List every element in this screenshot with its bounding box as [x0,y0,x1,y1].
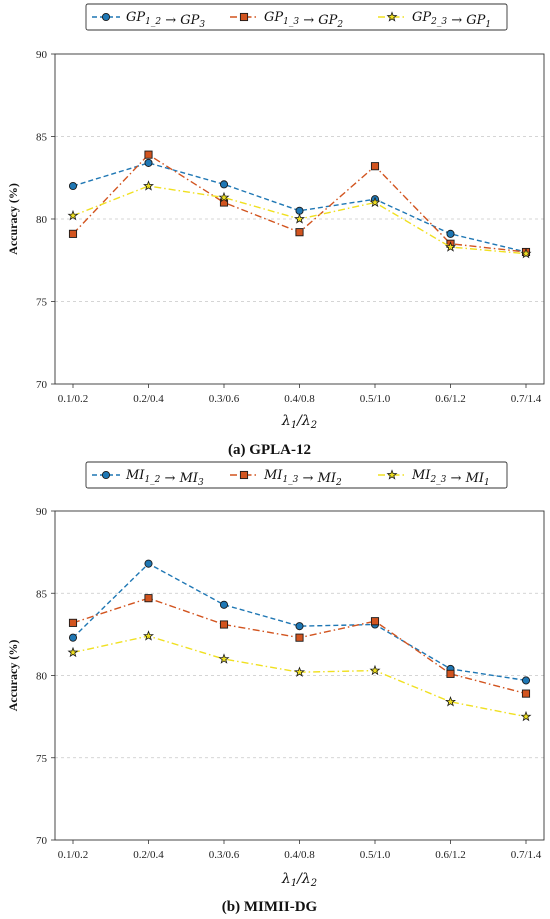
x-tick-label: 0.2/0.4 [133,393,164,405]
y-tick-label: 85 [36,588,48,600]
x-axis-label: λ1/λ2 [281,413,317,431]
legend: MI1_2 → MI3 MI1_3 → MI2 MI2_3 → MI1 [85,461,508,489]
y-axis-label: Accuracy (%) [6,640,20,712]
data-point [143,180,154,191]
data-point [219,620,229,629]
x-axis-label: λ1/λ2 [281,871,317,889]
series-line [72,635,527,718]
data-point [520,710,532,722]
data-point [68,181,78,191]
chart-caption: (b) MIMII-DG [222,899,318,915]
data-point [295,622,304,631]
series-1 [68,559,531,685]
legend-label: GP1_2 → GP3 [126,10,205,30]
y-tick-label: 70 [36,835,48,847]
data-point [67,209,79,221]
legend-marker [239,12,249,22]
x-tick-label: 0.7/1.4 [511,849,542,861]
data-point [446,669,455,678]
series-line [72,597,527,695]
data-point [294,213,305,224]
y-tick-label: 90 [36,506,48,518]
x-tick-label: 0.3/0.6 [209,393,240,405]
x-tick-label: 0.1/0.2 [58,393,89,405]
legend-label: GP1_3 → GP2 [264,10,343,30]
x-tick-label: 0.4/0.8 [284,849,315,861]
series-2 [68,594,531,698]
legend-marker [101,470,111,480]
data-point [144,150,153,159]
data-point [67,646,79,658]
series-3 [67,630,532,722]
legend-label: MI2_3 → MI1 [411,468,490,488]
data-point [446,229,455,238]
x-tick-label: 0.7/1.4 [511,393,542,405]
legend-marker [386,11,398,22]
chart-caption: (a) GPLA-12 [228,442,311,458]
legend-label: GP2_3 → GP1 [412,10,491,30]
series-3 [67,180,532,259]
legend-marker [239,470,249,480]
data-point [521,689,531,698]
data-point [370,162,380,171]
data-point [369,664,381,676]
series-line [72,153,527,253]
chart-panel: 70 75 80 85 90 0.1/0.2 0.2/0.4 0.3/0.6 0.4/0.8 0.… [6,3,545,458]
series-2 [68,150,531,257]
y-tick-label: 75 [36,297,48,309]
data-point [521,676,531,685]
x-tick-label: 0.4/0.8 [284,393,315,405]
data-point [68,618,78,627]
data-point [144,158,153,167]
y-tick-label: 70 [36,379,48,391]
y-tick-label: 80 [36,214,48,226]
y-tick-label: 75 [36,753,48,765]
x-tick-label: 0.5/1.0 [360,849,391,861]
legend-box [85,3,508,31]
data-point [295,228,304,237]
chart-panel: 70 75 80 85 90 0.1/0.2 0.2/0.4 0.3/0.6 0.4/0.8 0.… [6,461,545,915]
data-point [295,633,304,642]
x-tick-label: 0.6/1.2 [435,849,466,861]
series-line [72,562,527,682]
legend: GP1_2 → GP3 GP1_3 → GP2 GP2_3 → GP1 [85,3,508,31]
data-point [144,594,153,603]
x-tick-label: 0.5/1.0 [360,393,391,405]
data-point [219,600,229,609]
data-point [143,630,154,641]
legend-marker [386,469,398,480]
data-point [218,653,230,664]
data-point [294,666,305,677]
y-tick-label: 80 [36,671,48,683]
legend-box [85,461,508,489]
x-tick-label: 0.2/0.4 [133,849,164,861]
data-point [218,191,230,203]
legend-marker [101,12,111,22]
y-axis-label: Accuracy (%) [6,183,20,255]
legend-label: MI1_2 → MI3 [125,468,204,488]
data-point [68,633,78,642]
x-tick-label: 0.6/1.2 [435,393,466,405]
data-point [370,617,380,626]
data-point [369,196,381,208]
data-point [445,241,456,252]
data-point [445,696,456,707]
y-tick-label: 85 [36,132,48,144]
data-point [520,247,532,259]
legend-label: MI1_3 → MI2 [263,468,342,488]
x-tick-label: 0.1/0.2 [58,849,89,861]
data-point [144,559,153,568]
x-tick-label: 0.3/0.6 [209,849,240,861]
series-1 [68,158,531,257]
y-tick-label: 90 [36,49,48,61]
data-point [219,180,229,189]
data-point [68,229,78,238]
